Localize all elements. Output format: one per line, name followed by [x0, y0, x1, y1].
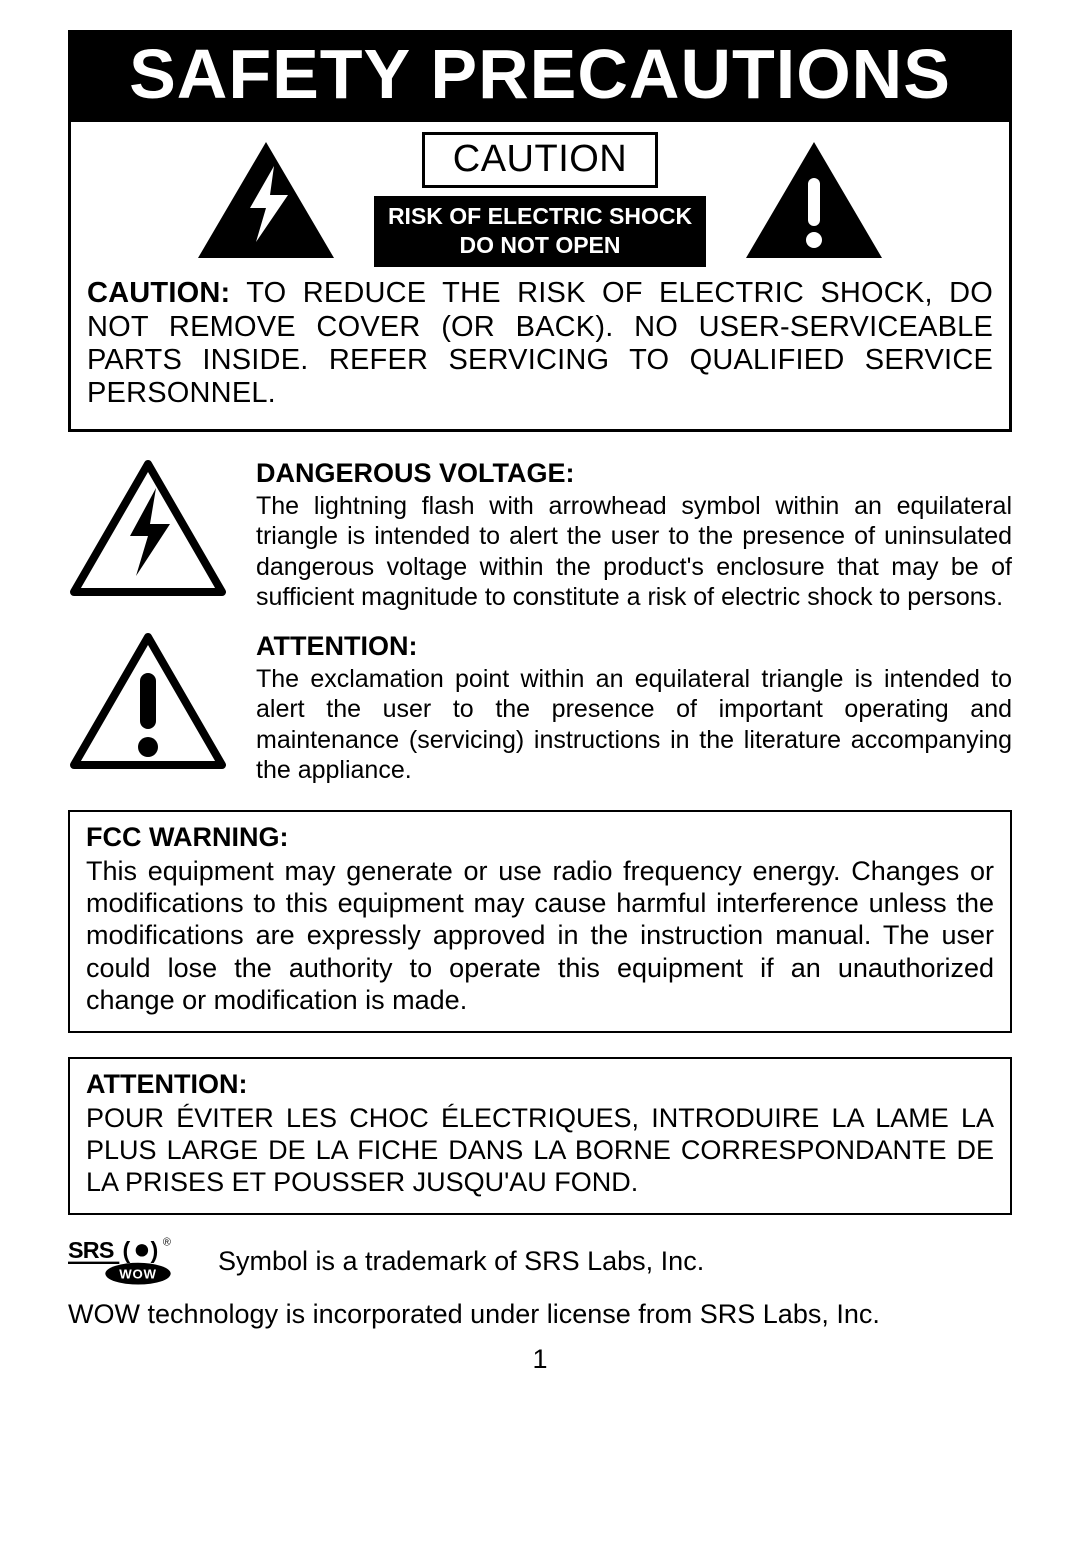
dangerous-voltage-body: The lightning flash with arrowhead symbo…	[256, 491, 1012, 613]
svg-text:SRS: SRS	[68, 1237, 114, 1263]
svg-text:(: (	[122, 1237, 130, 1263]
risk-line1: RISK OF ELECTRIC SHOCK	[388, 202, 692, 231]
exclamation-triangle-solid-icon	[744, 140, 884, 260]
svg-text:): )	[150, 1237, 158, 1263]
caution-box: CAUTION RISK OF ELECTRIC SHOCK DO NOT OP…	[68, 122, 1012, 432]
attention-row: ATTENTION: The exclamation point within …	[68, 631, 1012, 786]
fcc-warning-body: This equipment may generate or use radio…	[86, 855, 994, 1017]
caution-center: CAUTION RISK OF ELECTRIC SHOCK DO NOT OP…	[374, 132, 706, 267]
lightning-triangle-solid-icon	[196, 140, 336, 260]
attention-fr-box: ATTENTION: POUR ÉVITER LES CHOC ÉLECTRIQ…	[68, 1057, 1012, 1215]
srs-row: SRS ( ) ® WOW Symbol is a trademark of S…	[68, 1233, 1012, 1291]
attention-fr-body: POUR ÉVITER LES CHOC ÉLECTRIQUES, INTROD…	[86, 1102, 994, 1199]
caution-label: CAUTION	[422, 132, 659, 188]
attention-title: ATTENTION:	[256, 631, 1012, 662]
caution-header-row: CAUTION RISK OF ELECTRIC SHOCK DO NOT OP…	[87, 132, 993, 267]
exclamation-triangle-outline-icon	[68, 631, 228, 771]
wow-line: WOW technology is incorporated under lic…	[68, 1299, 1012, 1330]
caution-body-lead: CAUTION:	[87, 277, 230, 309]
lightning-triangle-outline-icon	[68, 458, 228, 598]
svg-text:WOW: WOW	[119, 1266, 157, 1281]
attention-body: The exclamation point within an equilate…	[256, 664, 1012, 786]
page-number: 1	[68, 1344, 1012, 1375]
svg-text:®: ®	[163, 1236, 171, 1248]
risk-box: RISK OF ELECTRIC SHOCK DO NOT OPEN	[374, 196, 706, 268]
caution-body: CAUTION: TO REDUCE THE RISK OF ELECTRIC …	[87, 277, 993, 410]
attention-fr-title: ATTENTION:	[86, 1069, 994, 1100]
srs-wow-logo-icon: SRS ( ) ® WOW	[68, 1233, 208, 1291]
fcc-warning-title: FCC WARNING:	[86, 822, 994, 853]
dangerous-voltage-row: DANGEROUS VOLTAGE: The lightning flash w…	[68, 458, 1012, 613]
fcc-warning-box: FCC WARNING: This equipment may generate…	[68, 810, 1012, 1033]
risk-line2: DO NOT OPEN	[388, 231, 692, 260]
page-title: SAFETY PRECAUTIONS	[68, 30, 1012, 122]
dangerous-voltage-title: DANGEROUS VOLTAGE:	[256, 458, 1012, 489]
dangerous-voltage-text: DANGEROUS VOLTAGE: The lightning flash w…	[256, 458, 1012, 613]
attention-text: ATTENTION: The exclamation point within …	[256, 631, 1012, 786]
srs-symbol-line: Symbol is a trademark of SRS Labs, Inc.	[218, 1246, 704, 1277]
